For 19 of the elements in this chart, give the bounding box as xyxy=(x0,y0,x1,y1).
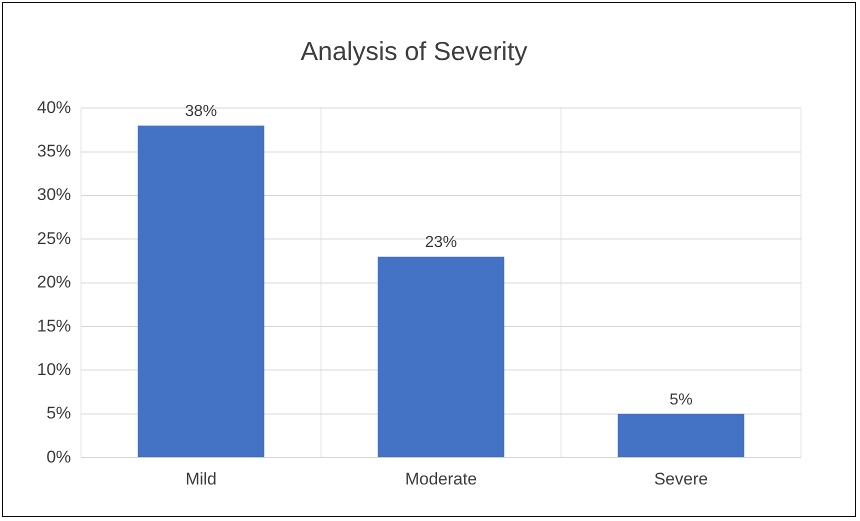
x-tick-label: Mild xyxy=(185,469,217,488)
chart-title: Analysis of Severity xyxy=(300,36,528,66)
y-tick-label: 5% xyxy=(46,404,72,423)
data-label: 23% xyxy=(424,234,458,252)
y-tick-label: 15% xyxy=(36,316,72,336)
x-tick-label: Severe xyxy=(654,469,708,488)
x-tick-label: Moderate xyxy=(405,469,477,488)
y-tick-label: 20% xyxy=(36,272,72,292)
bar xyxy=(378,256,504,458)
bar xyxy=(618,414,744,458)
y-tick-label: 10% xyxy=(36,360,72,379)
y-tick-label: 35% xyxy=(36,142,72,161)
y-tick-label: 30% xyxy=(36,185,72,204)
y-tick-label: 25% xyxy=(36,228,72,248)
data-label: 5% xyxy=(669,391,693,408)
bar xyxy=(138,126,264,458)
data-label: 38% xyxy=(185,103,218,120)
y-tick-label: 0% xyxy=(46,447,72,466)
y-tick-label: 40% xyxy=(36,98,72,117)
